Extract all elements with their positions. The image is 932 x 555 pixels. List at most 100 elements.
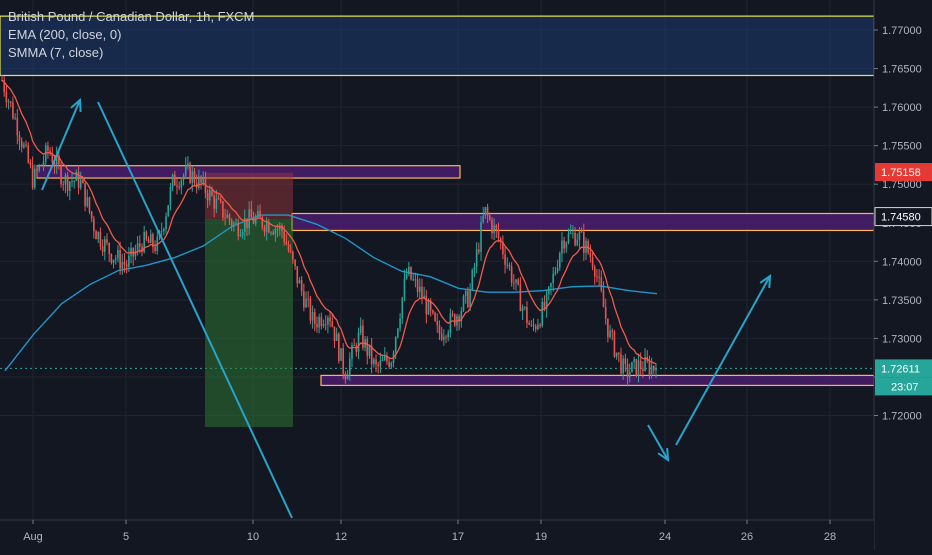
- candle-body: [596, 276, 598, 278]
- candle-body: [47, 145, 49, 152]
- candle-body: [18, 135, 21, 142]
- position-tool[interactable]: [205, 172, 293, 428]
- candle-body: [60, 164, 62, 185]
- candle-body: [75, 171, 78, 182]
- candle-body: [300, 280, 303, 291]
- candle-body: [416, 279, 419, 292]
- candle-body: [202, 176, 205, 183]
- candle-body: [543, 301, 546, 309]
- candle-body: [23, 144, 25, 148]
- candle-body: [51, 153, 54, 163]
- candle-body: [12, 102, 14, 119]
- candle-body: [624, 358, 627, 365]
- indicator-smma[interactable]: SMMA (7, close): [8, 45, 104, 60]
- candle-body: [631, 362, 633, 373]
- candle-body: [467, 290, 469, 308]
- candle-body: [397, 328, 399, 338]
- price-label-box: [875, 359, 932, 378]
- candle-body: [69, 181, 71, 191]
- candle-body: [200, 176, 202, 183]
- candle-body: [73, 181, 75, 182]
- candle-body: [289, 250, 292, 252]
- candle-body: [552, 273, 554, 284]
- candle-body: [9, 101, 12, 103]
- chart-legend: British Pound / Canadian Dollar, 1h, FXC…: [8, 8, 254, 62]
- candle-body: [569, 233, 572, 234]
- arrow-down-support-head: [657, 447, 670, 462]
- candle-body: [169, 187, 172, 206]
- candle-body: [296, 266, 299, 284]
- candle-body: [620, 353, 622, 374]
- candle-body: [655, 368, 657, 371]
- candle-body: [513, 282, 515, 284]
- candle-body: [628, 372, 631, 378]
- time-tick-label: 28: [824, 531, 836, 543]
- candle-body: [55, 155, 58, 166]
- candle-body: [134, 250, 137, 257]
- candle-body: [495, 225, 498, 231]
- trend-arrows[interactable]: [41, 97, 772, 519]
- candle-body: [340, 348, 342, 361]
- price-label-text: 1.72611: [881, 363, 920, 375]
- candle-body: [626, 364, 629, 378]
- candle-body: [176, 185, 178, 187]
- candle-body: [281, 225, 283, 232]
- time-tick-label: 17: [452, 531, 464, 543]
- candle-body: [425, 295, 428, 315]
- candle-body: [434, 312, 436, 321]
- candle-body: [563, 240, 565, 249]
- chart-title: British Pound / Canadian Dollar, 1h, FXC…: [8, 9, 255, 24]
- candle-body: [165, 216, 167, 229]
- candle-body: [637, 360, 640, 376]
- candle-body: [458, 316, 460, 322]
- candle-body: [274, 228, 277, 235]
- candle-body: [410, 266, 412, 280]
- smma-line: [1, 79, 657, 365]
- candle-body: [534, 326, 537, 330]
- candle-body: [5, 92, 8, 103]
- arrow-up-2: [675, 275, 771, 446]
- candle-body: [436, 320, 439, 326]
- candle-body: [224, 217, 226, 219]
- price-tick-label: 1.74000: [882, 256, 922, 268]
- candle-body: [523, 307, 526, 308]
- candle-body: [152, 234, 154, 248]
- candle-body: [418, 286, 421, 292]
- candle-body: [313, 311, 316, 324]
- price-tick-label: 1.76500: [882, 64, 922, 76]
- candle-body: [90, 211, 93, 219]
- candle-body: [517, 279, 520, 285]
- indicator-ema[interactable]: EMA (200, close, 0): [8, 27, 122, 42]
- candle-body: [237, 222, 240, 237]
- candle-body: [20, 141, 23, 148]
- candle-body: [423, 295, 425, 298]
- candle-body: [121, 262, 124, 269]
- candle-body: [377, 364, 380, 367]
- candle-body: [405, 273, 408, 279]
- candle-body: [475, 249, 478, 267]
- price-tick-label: 1.76000: [882, 102, 922, 114]
- candle-body: [246, 218, 248, 229]
- candle-body: [222, 201, 224, 218]
- candle-body: [386, 356, 388, 362]
- candle-body: [25, 144, 27, 146]
- candle-body: [515, 279, 517, 283]
- candle-body: [259, 210, 261, 218]
- candle-body: [471, 269, 474, 290]
- price-tick-label: 1.73500: [882, 295, 922, 307]
- candle-body: [421, 286, 423, 298]
- candle-body: [316, 323, 318, 328]
- arrow-up-2-head: [759, 273, 772, 289]
- candle-body: [34, 168, 36, 188]
- candle-body: [128, 255, 130, 267]
- candle-body: [388, 361, 390, 367]
- candle-body: [173, 174, 176, 186]
- price-tick-label: 1.75000: [882, 179, 922, 191]
- candle-body: [335, 333, 338, 341]
- candle-body: [42, 161, 45, 166]
- zones: [0, 15, 875, 387]
- candle-body: [478, 249, 480, 252]
